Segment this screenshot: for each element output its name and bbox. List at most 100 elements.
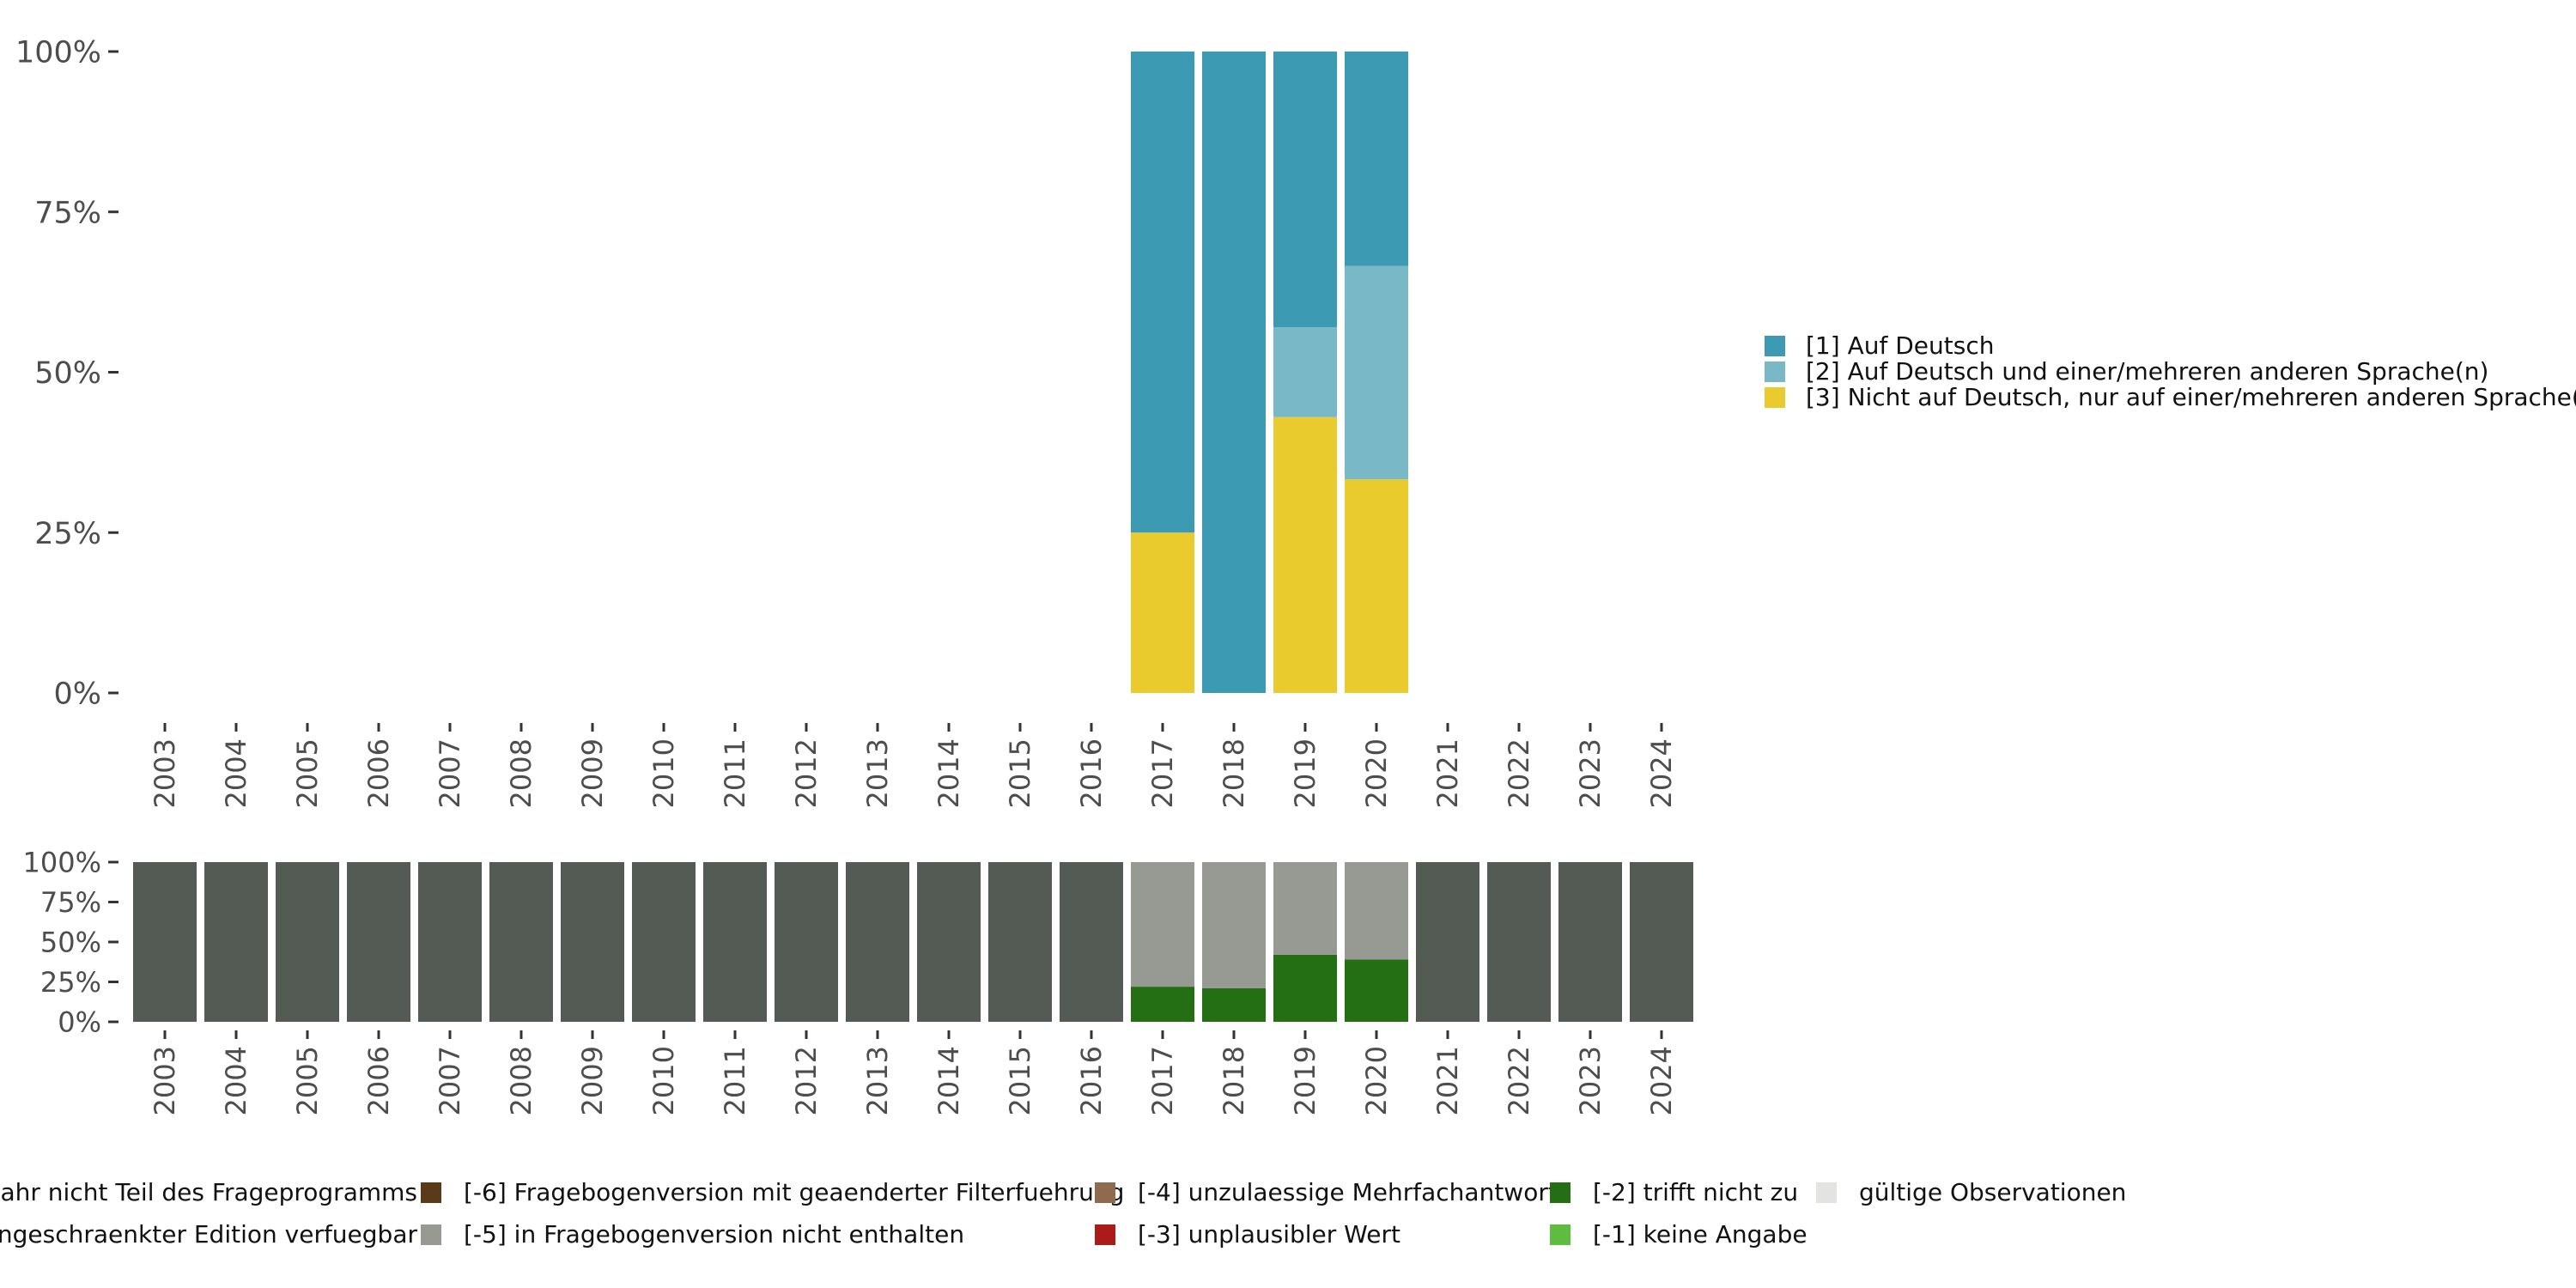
legend-swatch: [1550, 1182, 1571, 1203]
bar-segment-2019-series-2: [1273, 52, 1337, 328]
legend-swatch: [421, 1224, 441, 1245]
legend-label: [3] Nicht auf Deutsch, nur auf einer/meh…: [1806, 383, 2576, 411]
x-tick-label-2016: 2016: [1075, 738, 1108, 808]
legend-label: [-4] unzulaessige Mehrfachantwort: [1138, 1178, 1558, 1206]
bar-segment-2017-series-0: [1131, 987, 1194, 1022]
x-tick-label-2009: 2009: [576, 1046, 609, 1115]
bar-segment-2023-series-2: [1558, 862, 1622, 1022]
bar-segment-2024-series-2: [1630, 862, 1693, 1022]
bar-segment-2014-series-2: [917, 862, 981, 1022]
y-tick-label: 25%: [34, 517, 101, 551]
bar-segment-2020-series-1: [1345, 265, 1408, 480]
bar-segment-2019-series-0: [1273, 416, 1337, 693]
bar-segment-2021-series-2: [1416, 862, 1479, 1022]
legend-label: [-6] Fragebogenversion mit geaenderter F…: [464, 1178, 1124, 1206]
x-tick-label-2006: 2006: [362, 738, 395, 808]
bar-segment-2020-series-0: [1345, 959, 1408, 1022]
bar-segment-2017-series-1: [1131, 862, 1194, 987]
legend-label: [-1] keine Angabe: [1593, 1220, 1807, 1249]
x-tick-label-2020: 2020: [1360, 738, 1393, 808]
bar-segment-2022-series-2: [1487, 862, 1551, 1022]
x-tick-label-2021: 2021: [1431, 1046, 1464, 1115]
x-tick-label-2018: 2018: [1218, 738, 1250, 808]
x-tick-label-2011: 2011: [719, 1046, 751, 1115]
y-tick-label: 25%: [40, 966, 101, 999]
y-tick-label: 50%: [40, 927, 101, 959]
x-tick-label-2018: 2018: [1218, 1046, 1250, 1115]
legend-label: [-2] trifft nicht zu: [1593, 1178, 1798, 1206]
y-tick-label: 0%: [58, 1006, 101, 1039]
x-tick-label-2019: 2019: [1289, 1046, 1321, 1115]
bar-segment-2020-series-2: [1345, 52, 1408, 266]
bar-segment-2018-series-0: [1202, 987, 1266, 1022]
x-tick-label-2003: 2003: [149, 1046, 181, 1115]
x-tick-label-2009: 2009: [576, 738, 609, 808]
x-tick-label-2004: 2004: [220, 738, 252, 808]
legend-label: eingeschraenkter Edition verfuegbar: [0, 1220, 417, 1249]
x-tick-label-2015: 2015: [1004, 1046, 1036, 1115]
x-tick-label-2014: 2014: [933, 1046, 965, 1115]
legend-swatch: [1765, 361, 1785, 382]
bar-segment-2007-series-2: [418, 862, 482, 1022]
y-tick-label: 75%: [34, 196, 101, 230]
bar-segment-2020-series-0: [1345, 479, 1408, 693]
legend-label: [-5] in Fragebogenversion nicht enthalte…: [464, 1220, 964, 1249]
bar-segment-2010-series-2: [632, 862, 696, 1022]
legend-swatch: [1095, 1182, 1115, 1203]
x-tick-label-2019: 2019: [1289, 738, 1321, 808]
bar-segment-2012-series-2: [775, 862, 838, 1022]
x-tick-label-2005: 2005: [291, 1046, 324, 1115]
x-tick-label-2006: 2006: [362, 1046, 395, 1115]
legend-label: [1] Auf Deutsch: [1806, 331, 1994, 360]
x-tick-label-2012: 2012: [790, 738, 823, 808]
x-tick-label-2024: 2024: [1645, 1046, 1678, 1115]
y-tick-label: 75%: [40, 886, 101, 919]
legend-swatch: [1550, 1224, 1571, 1245]
x-tick-label-2023: 2023: [1574, 1046, 1607, 1115]
bar-segment-2011-series-2: [703, 862, 767, 1022]
legend-swatch: [1765, 336, 1785, 356]
x-tick-label-2017: 2017: [1146, 738, 1179, 808]
x-tick-label-2012: 2012: [790, 1046, 823, 1115]
x-tick-label-2023: 2023: [1574, 738, 1607, 808]
bar-segment-2015-series-2: [988, 862, 1052, 1022]
legend-bottom: Jahr nicht Teil des Frageprogramms [-6] F…: [0, 1178, 2126, 1249]
x-tick-label-2022: 2022: [1503, 1046, 1535, 1115]
bar-segment-2020-series-1: [1345, 862, 1408, 960]
x-tick-label-2008: 2008: [505, 1046, 538, 1115]
y-tick-label: 0%: [53, 677, 101, 712]
bar-segment-2004-series-2: [204, 862, 268, 1022]
y-tick-label: 100%: [15, 36, 101, 70]
bar-segment-2017-series-0: [1131, 532, 1194, 693]
legend-swatch: [1765, 387, 1785, 408]
x-tick-label-2015: 2015: [1004, 738, 1036, 808]
bar-segment-2006-series-2: [347, 862, 410, 1022]
x-tick-label-2008: 2008: [505, 738, 538, 808]
legend-right: [1] Auf Deutsch[2] Auf Deutsch und einer…: [1765, 331, 2576, 411]
x-tick-label-2005: 2005: [291, 738, 324, 808]
x-tick-label-2013: 2013: [861, 738, 894, 808]
x-tick-label-2003: 2003: [149, 738, 181, 808]
bar-segment-2008-series-2: [489, 862, 553, 1022]
y-tick-label: 50%: [34, 356, 101, 391]
bar-segment-2017-series-2: [1131, 52, 1194, 533]
legend-label: [2] Auf Deutsch und einer/mehreren ander…: [1806, 357, 2488, 386]
x-tick-label-2024: 2024: [1645, 738, 1678, 808]
x-tick-label-2004: 2004: [220, 1046, 252, 1115]
x-tick-label-2010: 2010: [647, 1046, 680, 1115]
legend-label: gültige Observationen: [1859, 1178, 2126, 1206]
legend-label: [-3] unplausibler Wert: [1138, 1220, 1400, 1249]
bar-segment-2018-series-2: [1202, 52, 1266, 693]
bar-segment-2003-series-2: [133, 862, 197, 1022]
x-tick-label-2021: 2021: [1431, 738, 1464, 808]
legend-label: Jahr nicht Teil des Frageprogramms: [0, 1178, 417, 1206]
bar-segment-2005-series-2: [276, 862, 339, 1022]
x-tick-label-2016: 2016: [1075, 1046, 1108, 1115]
x-tick-label-2013: 2013: [861, 1046, 894, 1115]
bar-segment-2009-series-2: [561, 862, 624, 1022]
legend-swatch: [421, 1182, 441, 1203]
legend-swatch: [1095, 1224, 1115, 1245]
bar-segment-2019-series-0: [1273, 954, 1337, 1022]
chart-panel-0: 0% 25% 50% 75% 100% 2003 2004 2005 2006 2007 2008 2…: [15, 36, 1678, 809]
